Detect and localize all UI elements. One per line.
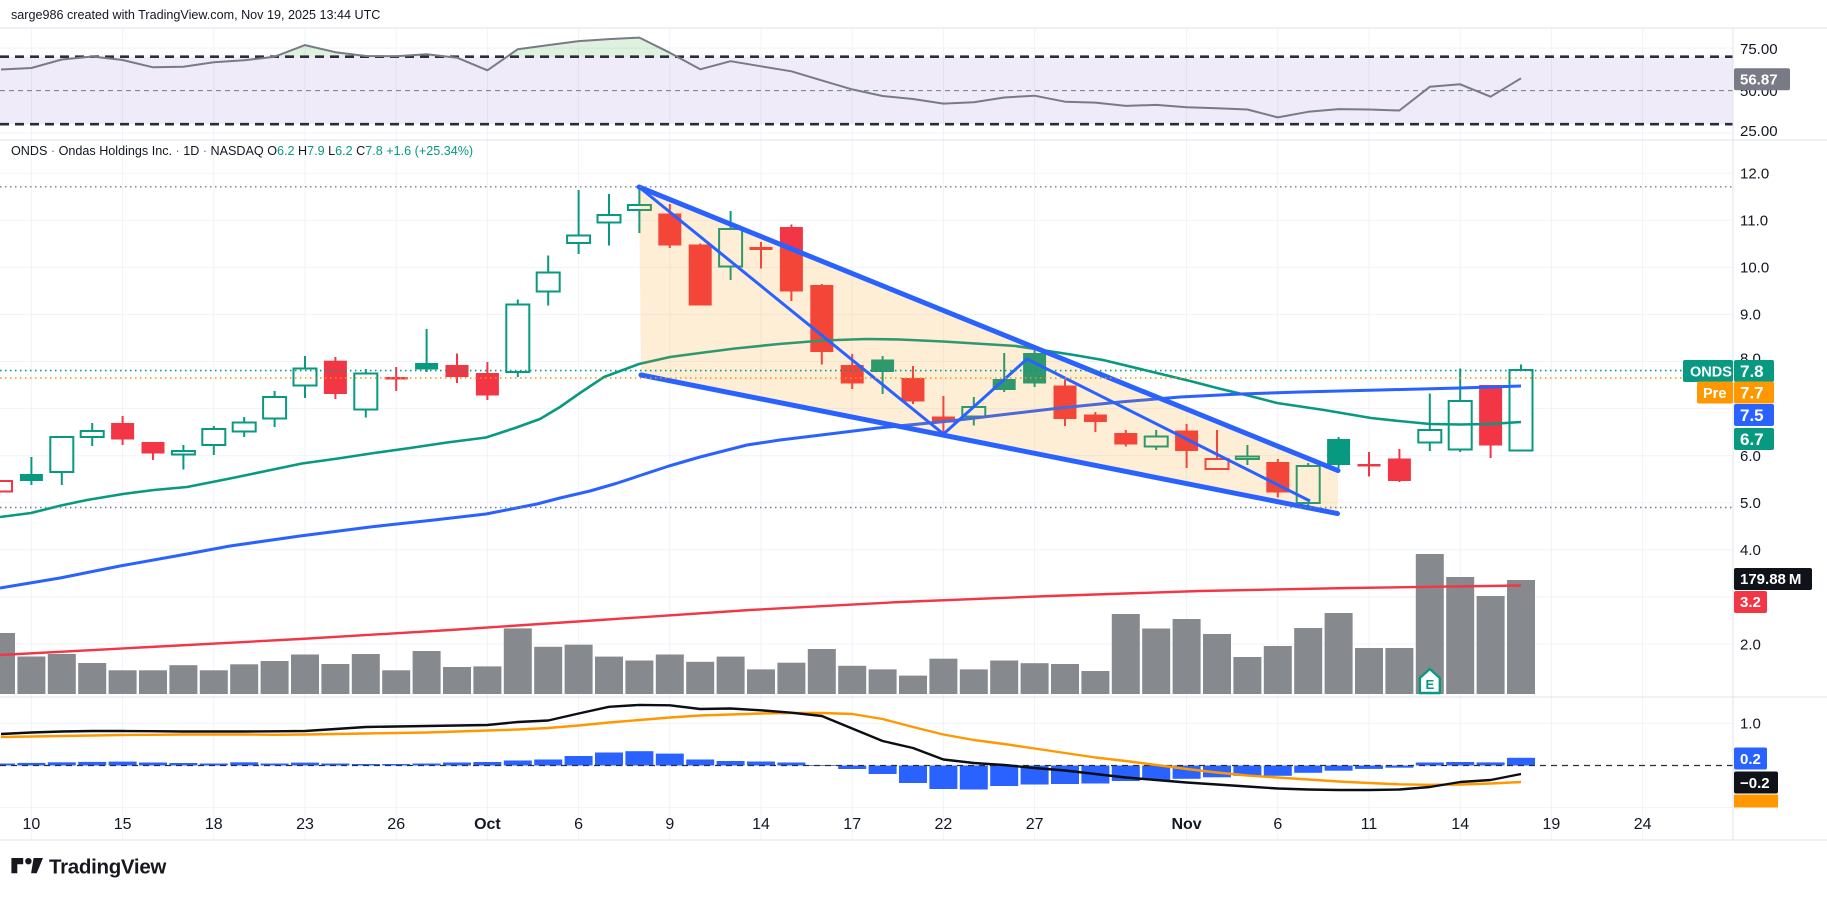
svg-text:Oct: Oct [474, 816, 501, 833]
svg-text:179.88 M: 179.88 M [1740, 571, 1801, 588]
svg-text:23: 23 [296, 816, 314, 833]
svg-text:22: 22 [935, 816, 953, 833]
svg-text:11: 11 [1361, 816, 1378, 833]
svg-text:17: 17 [843, 816, 861, 833]
svg-text:6: 6 [1273, 816, 1282, 833]
svg-text:ONDS · Ondas Holdings Inc. · 1: ONDS · Ondas Holdings Inc. · 1D · NASDAQ… [11, 144, 473, 158]
svg-text:26: 26 [387, 816, 405, 833]
svg-text:5.0: 5.0 [1740, 495, 1761, 512]
svg-text:7.5: 7.5 [1740, 406, 1764, 425]
svg-text:7.7: 7.7 [1740, 383, 1764, 402]
svg-text:9.0: 9.0 [1740, 307, 1761, 324]
svg-text:14: 14 [752, 816, 770, 833]
svg-text:3.2: 3.2 [1740, 594, 1761, 611]
svg-text:4.0: 4.0 [1740, 542, 1761, 559]
svg-text:TradingView: TradingView [49, 856, 166, 879]
svg-text:56.87: 56.87 [1740, 72, 1778, 89]
svg-text:6: 6 [574, 816, 583, 833]
svg-text:18: 18 [205, 816, 223, 833]
svg-text:0.2: 0.2 [1740, 751, 1761, 768]
svg-text:12.0: 12.0 [1740, 165, 1769, 182]
svg-text:6.0: 6.0 [1740, 448, 1761, 465]
svg-text:14: 14 [1451, 816, 1469, 833]
svg-text:7.8: 7.8 [1740, 362, 1764, 381]
svg-text:11.0: 11.0 [1740, 213, 1768, 230]
svg-text:ONDS: ONDS [1690, 365, 1732, 381]
svg-text:Nov: Nov [1171, 816, 1201, 833]
svg-text:1.0: 1.0 [1740, 716, 1761, 733]
svg-text:9: 9 [665, 816, 674, 833]
svg-text:10.0: 10.0 [1740, 260, 1769, 277]
svg-text:2.0: 2.0 [1740, 636, 1761, 653]
svg-text:75.00: 75.00 [1740, 41, 1778, 58]
svg-text:E: E [1425, 677, 1434, 692]
svg-text:24: 24 [1634, 816, 1652, 833]
svg-text:10: 10 [23, 816, 41, 833]
svg-text:27: 27 [1026, 816, 1044, 833]
svg-text:Pre: Pre [1703, 386, 1726, 402]
svg-text:19: 19 [1543, 816, 1561, 833]
svg-text:6.7: 6.7 [1740, 430, 1764, 449]
svg-text:sarge986 created with TradingV: sarge986 created with TradingView.com, N… [11, 8, 380, 22]
svg-text:15: 15 [114, 816, 132, 833]
svg-text:25.00: 25.00 [1740, 123, 1778, 140]
svg-text:−0.2: −0.2 [1740, 775, 1770, 792]
